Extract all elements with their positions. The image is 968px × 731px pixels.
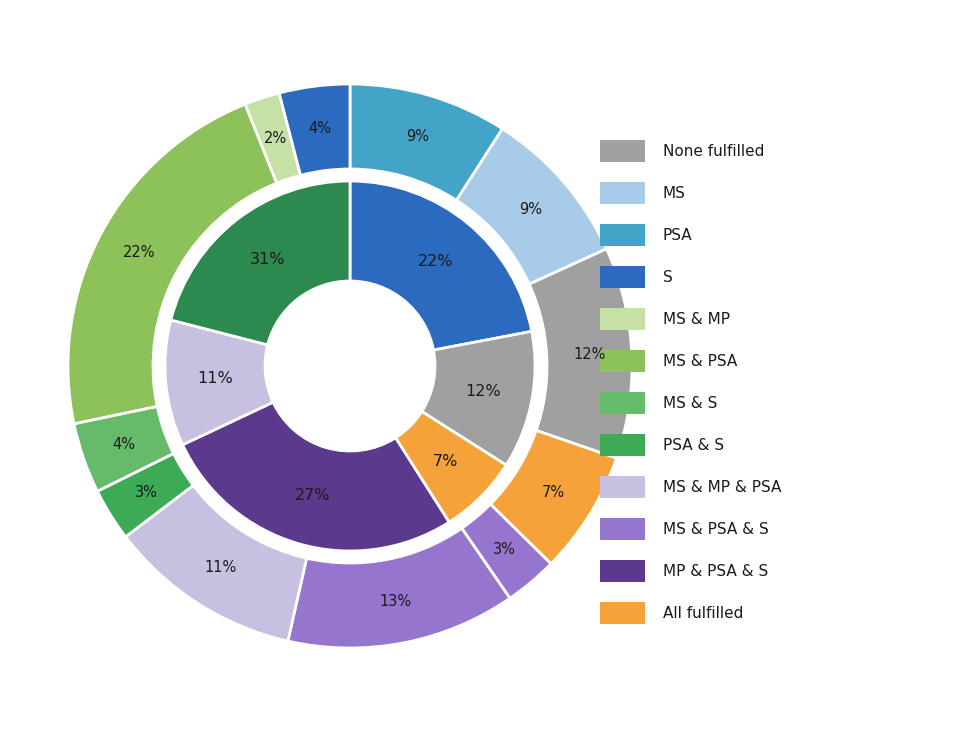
Bar <box>600 266 645 288</box>
Bar <box>600 602 645 624</box>
Text: 11%: 11% <box>204 560 236 575</box>
Text: 12%: 12% <box>573 347 605 362</box>
Wedge shape <box>529 249 632 458</box>
Bar <box>600 224 645 246</box>
Wedge shape <box>457 129 607 284</box>
Text: 13%: 13% <box>379 594 411 609</box>
Text: 12%: 12% <box>465 384 500 399</box>
Wedge shape <box>183 402 449 551</box>
Text: 7%: 7% <box>542 485 565 500</box>
Text: 7%: 7% <box>433 454 458 469</box>
Wedge shape <box>126 485 307 641</box>
Wedge shape <box>74 406 173 491</box>
Wedge shape <box>350 84 502 200</box>
Wedge shape <box>422 331 535 465</box>
Wedge shape <box>165 320 273 444</box>
Text: 3%: 3% <box>493 542 515 557</box>
Circle shape <box>265 281 435 451</box>
Text: S: S <box>663 270 673 284</box>
Text: 9%: 9% <box>406 129 429 144</box>
Text: PSA & S: PSA & S <box>663 437 724 452</box>
Bar <box>600 518 645 540</box>
Wedge shape <box>491 431 617 564</box>
Text: 22%: 22% <box>418 254 454 270</box>
Wedge shape <box>245 93 300 183</box>
Bar <box>600 140 645 162</box>
Text: MS & S: MS & S <box>663 395 717 411</box>
Wedge shape <box>350 181 531 350</box>
Bar <box>600 476 645 498</box>
Bar <box>600 560 645 582</box>
Text: 31%: 31% <box>250 251 285 267</box>
Wedge shape <box>68 105 277 424</box>
Bar <box>600 350 645 372</box>
Wedge shape <box>98 453 194 537</box>
Text: 3%: 3% <box>136 485 158 500</box>
Text: 4%: 4% <box>112 437 136 452</box>
Text: 11%: 11% <box>197 371 233 386</box>
Text: MS & PSA & S: MS & PSA & S <box>663 521 769 537</box>
Bar <box>600 392 645 414</box>
Wedge shape <box>287 529 510 648</box>
Text: MP & PSA & S: MP & PSA & S <box>663 564 769 578</box>
Wedge shape <box>279 84 350 175</box>
Wedge shape <box>396 412 506 522</box>
Text: MS & MP & PSA: MS & MP & PSA <box>663 480 781 494</box>
Text: PSA: PSA <box>663 227 693 243</box>
Wedge shape <box>170 181 350 345</box>
Bar <box>600 308 645 330</box>
Text: 9%: 9% <box>520 202 542 216</box>
Bar <box>600 434 645 456</box>
Text: MS & PSA: MS & PSA <box>663 354 738 368</box>
Text: 4%: 4% <box>308 121 331 136</box>
Wedge shape <box>462 504 551 598</box>
Text: None fulfilled: None fulfilled <box>663 143 765 159</box>
Text: 2%: 2% <box>263 131 287 146</box>
Text: MS & MP: MS & MP <box>663 311 730 327</box>
Bar <box>600 182 645 204</box>
Text: All fulfilled: All fulfilled <box>663 605 743 621</box>
Text: 27%: 27% <box>294 488 330 503</box>
Text: MS: MS <box>663 186 686 200</box>
Text: 22%: 22% <box>123 246 155 260</box>
